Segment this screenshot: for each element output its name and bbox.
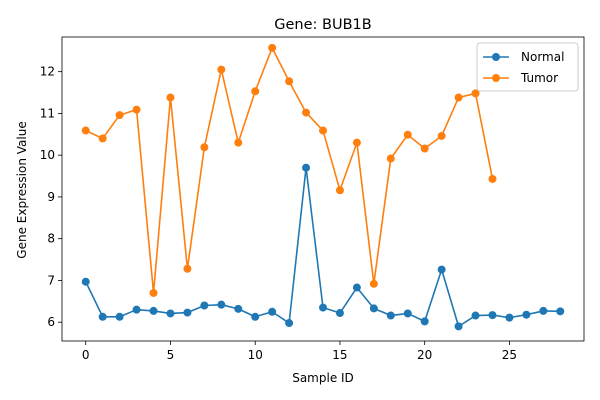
data-point-tumor <box>132 105 141 114</box>
data-point-tumor <box>166 93 175 102</box>
data-point-tumor <box>302 108 311 117</box>
data-point-tumor <box>217 65 226 74</box>
data-point-normal <box>471 311 480 320</box>
data-point-normal <box>115 312 124 321</box>
x-tick-label: 0 <box>82 348 90 362</box>
data-point-tumor <box>369 279 378 288</box>
data-point-normal <box>420 317 429 326</box>
y-tick-label: 8 <box>47 232 55 246</box>
data-point-normal <box>234 304 243 313</box>
data-point-normal <box>522 310 531 319</box>
legend: Normal Tumor <box>476 42 579 92</box>
data-point-tumor <box>98 134 107 143</box>
data-point-normal <box>98 312 107 321</box>
data-point-tumor <box>454 93 463 102</box>
y-tick-label: 7 <box>47 273 55 287</box>
y-tick-label: 12 <box>40 65 55 79</box>
legend-box <box>476 42 579 92</box>
data-point-tumor <box>81 126 90 135</box>
x-tick-label: 5 <box>167 348 175 362</box>
data-point-normal <box>81 277 90 286</box>
x-tick-label: 25 <box>502 348 517 362</box>
data-point-tumor <box>488 174 497 183</box>
data-point-normal <box>183 308 192 317</box>
data-point-normal <box>352 283 361 292</box>
data-point-normal <box>556 307 565 316</box>
data-point-tumor <box>200 143 209 152</box>
data-point-normal <box>488 311 497 320</box>
plot-frame <box>61 36 585 342</box>
data-point-normal <box>319 303 327 312</box>
y-tick-label: 10 <box>40 148 55 162</box>
data-point-normal <box>132 305 141 314</box>
data-point-tumor <box>115 111 124 120</box>
data-point-tumor <box>471 89 480 98</box>
x-axis-label: Sample ID <box>292 371 354 385</box>
data-point-normal <box>285 319 294 328</box>
data-point-tumor <box>251 87 260 96</box>
y-tick-label: 6 <box>47 315 55 329</box>
data-point-tumor <box>352 138 361 147</box>
legend-label-tumor: Tumor <box>520 71 558 85</box>
chart-title: Gene: BUB1B <box>274 17 371 33</box>
plot-area: 0 5 10 15 20 25 6 7 8 9 10 11 12 Normal Tumor <box>40 36 585 362</box>
data-point-tumor <box>420 144 429 153</box>
legend-marker-tumor <box>492 74 500 82</box>
data-point-tumor <box>285 77 294 86</box>
data-point-tumor <box>268 43 277 52</box>
data-point-normal <box>335 309 344 318</box>
data-point-normal <box>505 313 514 322</box>
data-point-normal <box>268 307 277 316</box>
legend-marker-normal <box>492 53 500 61</box>
data-point-tumor <box>403 130 412 139</box>
data-point-tumor <box>386 154 395 163</box>
data-point-normal <box>200 301 209 310</box>
data-point-normal <box>302 163 311 172</box>
y-tick-label: 9 <box>47 190 55 204</box>
data-point-tumor <box>437 131 446 140</box>
data-point-tumor <box>183 264 192 273</box>
data-point-normal <box>386 311 395 320</box>
data-point-normal <box>369 304 378 313</box>
y-axis-label: Gene Expression Value <box>15 121 29 258</box>
data-point-normal <box>437 265 446 274</box>
data-point-normal <box>539 306 548 315</box>
data-point-tumor <box>319 126 327 135</box>
data-point-normal <box>454 322 463 331</box>
x-tick-label: 10 <box>248 348 263 362</box>
data-point-normal <box>166 309 175 318</box>
y-tick-label: 11 <box>40 106 55 120</box>
data-point-tumor <box>335 186 344 195</box>
data-point-normal <box>251 312 260 321</box>
data-point-normal <box>217 300 226 309</box>
x-tick-label: 20 <box>417 348 432 362</box>
data-point-normal <box>149 306 158 315</box>
data-point-tumor <box>149 288 158 297</box>
data-point-tumor <box>234 138 243 147</box>
data-point-normal <box>403 309 412 318</box>
x-tick-label: 15 <box>332 348 347 362</box>
legend-label-normal: Normal <box>521 50 564 64</box>
